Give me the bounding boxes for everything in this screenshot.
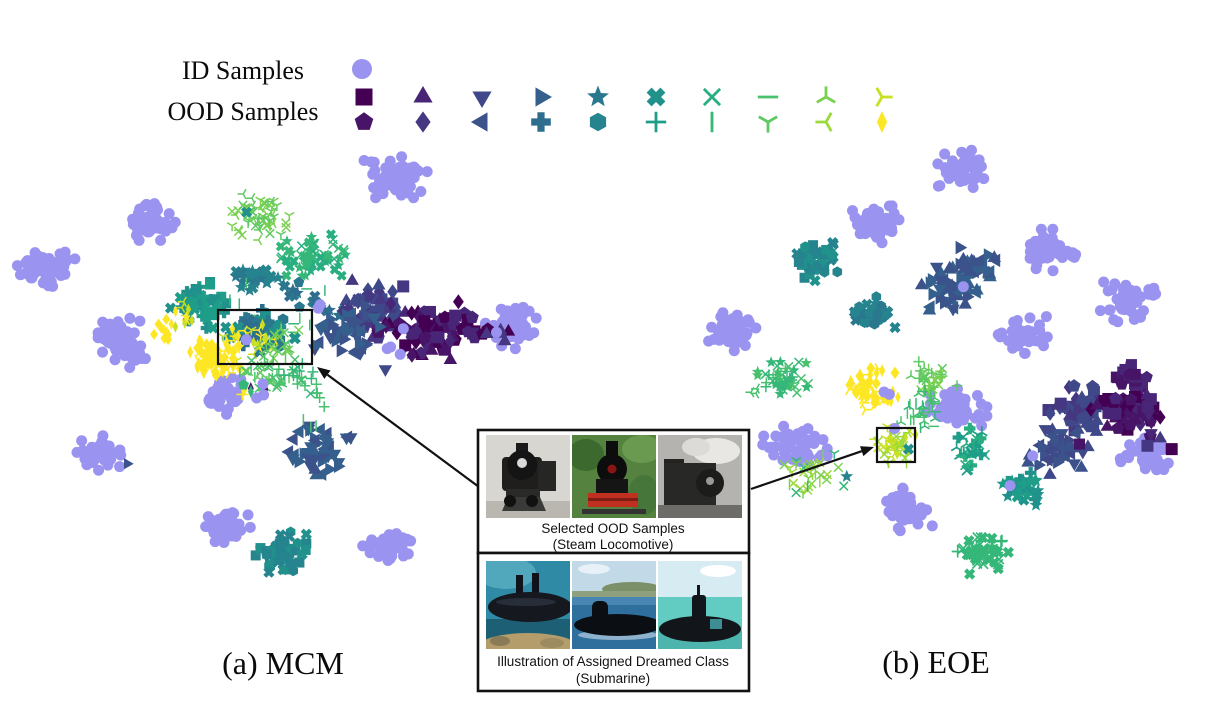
scatter-panel-mcm [11, 151, 542, 578]
ood-sample-photo-3 [658, 435, 742, 518]
inset-panel: Selected OOD Samples (Steam Locomotive) … [476, 428, 751, 693]
dreamed-class-photo-3 [658, 561, 742, 649]
inset-bottom-caption-line1: Illustration of Assigned Dreamed Class [497, 654, 729, 669]
inset-top-caption-line1: Selected OOD Samples [541, 521, 685, 536]
inset-bottom-caption-line2: (Submarine) [576, 671, 650, 686]
legend: ID Samples OOD Samples [168, 56, 893, 134]
caption-panel-a: (a) MCM [222, 645, 344, 681]
annotation-arrow-right [750, 446, 874, 491]
inset-top-caption-line2: (Steam Locomotive) [553, 537, 674, 552]
annotations [216, 308, 917, 491]
ood-sample-photo-2 [572, 435, 656, 518]
highlight-box-mcm [216, 308, 314, 366]
legend-id-label: ID Samples [182, 56, 304, 85]
legend-ood-label: OOD Samples [168, 97, 319, 126]
ood-sample-photo-1 [486, 435, 570, 518]
scatter-panel-eoe [703, 144, 1178, 580]
legend-marker-grid [352, 59, 893, 134]
dreamed-class-photo-1 [486, 561, 570, 649]
highlight-box-eoe [875, 426, 917, 464]
dreamed-class-photo-2 [572, 561, 656, 649]
caption-panel-b: (b) EOE [882, 644, 990, 680]
annotation-arrow-left [317, 367, 480, 488]
